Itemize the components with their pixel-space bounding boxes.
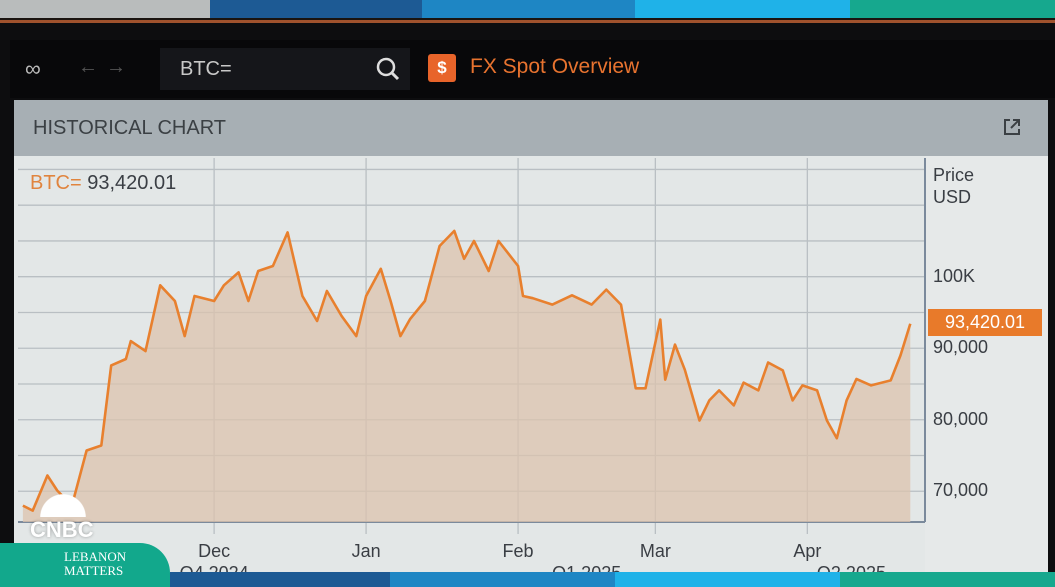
price-axis <box>925 156 1048 576</box>
y-tick-label: 80,000 <box>933 408 989 429</box>
show-line2: MATTERS <box>64 563 124 578</box>
y-tick-label: 90,000 <box>933 337 989 358</box>
app-title[interactable]: FX Spot Overview <box>470 55 640 78</box>
dollar-coin-icon: $ <box>428 54 456 82</box>
peacock-icon <box>38 485 88 517</box>
y-tick-label: 70,000 <box>933 480 989 501</box>
x-tick-label: Dec <box>198 541 231 561</box>
readout-value: 93,420.01 <box>87 172 177 194</box>
y-axis-title-line2: USD <box>933 187 972 207</box>
y-axis-title: Price USD <box>933 164 974 208</box>
x-tick-label: Feb <box>502 541 534 561</box>
arrow-right-icon[interactable]: → <box>106 56 126 78</box>
x-tick-label: Apr <box>793 541 822 561</box>
series-line <box>22 229 912 512</box>
y-axis-title-line1: Price <box>933 165 975 185</box>
last-price-tag: 93,420.01 <box>928 309 1042 336</box>
price-readout: BTC= 93,420.01 <box>30 172 183 195</box>
search-value[interactable]: BTC= <box>180 58 232 80</box>
readout-symbol: BTC= <box>30 172 82 194</box>
show-line1: LEBANON <box>64 549 127 564</box>
series-area <box>22 230 911 522</box>
x-tick-label: Jan <box>351 541 381 561</box>
popout-icon[interactable] <box>1002 117 1022 137</box>
y-tick-label: 100K <box>933 265 976 286</box>
link-icon[interactable]: ∞ <box>25 56 41 81</box>
magnifier-icon[interactable] <box>375 56 401 82</box>
cnbc-logo: CNBC <box>30 485 94 543</box>
x-tick-label: Mar <box>639 541 671 561</box>
search-input[interactable]: BTC= <box>160 48 410 90</box>
network-name: CNBC <box>30 517 94 542</box>
arrow-left-icon[interactable]: ← <box>78 56 98 78</box>
panel-title: HISTORICAL CHART <box>33 117 226 139</box>
show-badge: LEBANON MATTERS <box>0 543 170 587</box>
panel-header <box>14 100 1048 156</box>
